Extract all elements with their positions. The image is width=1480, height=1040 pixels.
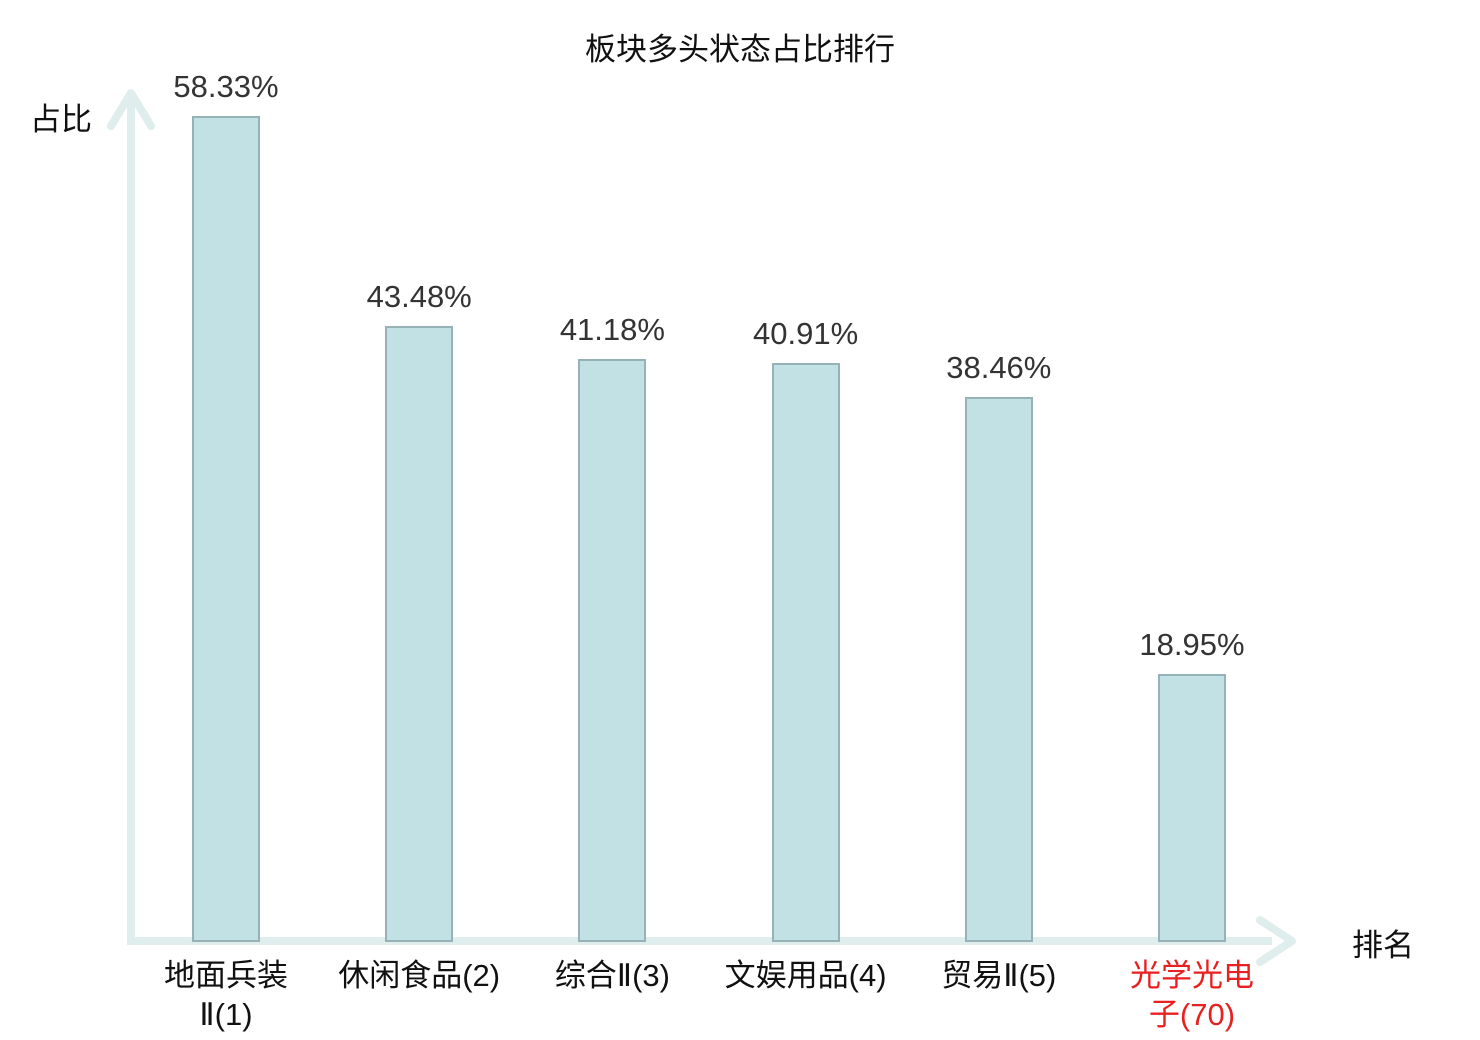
y-axis-label: 占比 <box>30 102 92 137</box>
bar <box>578 359 647 942</box>
bar-category-label: 休闲食品(2) <box>338 958 501 993</box>
bar-category-label: 文娱用品(4) <box>724 958 887 993</box>
bar-category-label: 地面兵装 Ⅱ(1) <box>164 958 288 1032</box>
bar-value-label: 41.18% <box>559 312 665 347</box>
bar-value-label: 43.48% <box>366 279 472 314</box>
x-axis-label: 排名 <box>1352 928 1414 963</box>
bar <box>1158 674 1226 942</box>
x-axis-arrow-icon <box>1256 916 1296 966</box>
bar-category-label: 贸易Ⅱ(5) <box>941 958 1057 993</box>
y-axis-arrow-icon <box>107 89 155 130</box>
bar-value-label: 18.95% <box>1139 627 1245 662</box>
bar-value-label: 38.46% <box>946 350 1052 385</box>
bar-value-label: 58.33% <box>173 69 279 104</box>
bar <box>385 326 454 942</box>
bar <box>192 116 260 942</box>
bar <box>964 397 1033 942</box>
bar <box>771 363 840 942</box>
chart-title: 板块多头状态占比排行 <box>585 32 895 67</box>
bar-category-label: 光学光电 子(70) <box>1130 958 1254 1032</box>
bar-value-label: 40.91% <box>753 316 859 351</box>
bar-category-label: 综合Ⅱ(3) <box>554 958 670 993</box>
